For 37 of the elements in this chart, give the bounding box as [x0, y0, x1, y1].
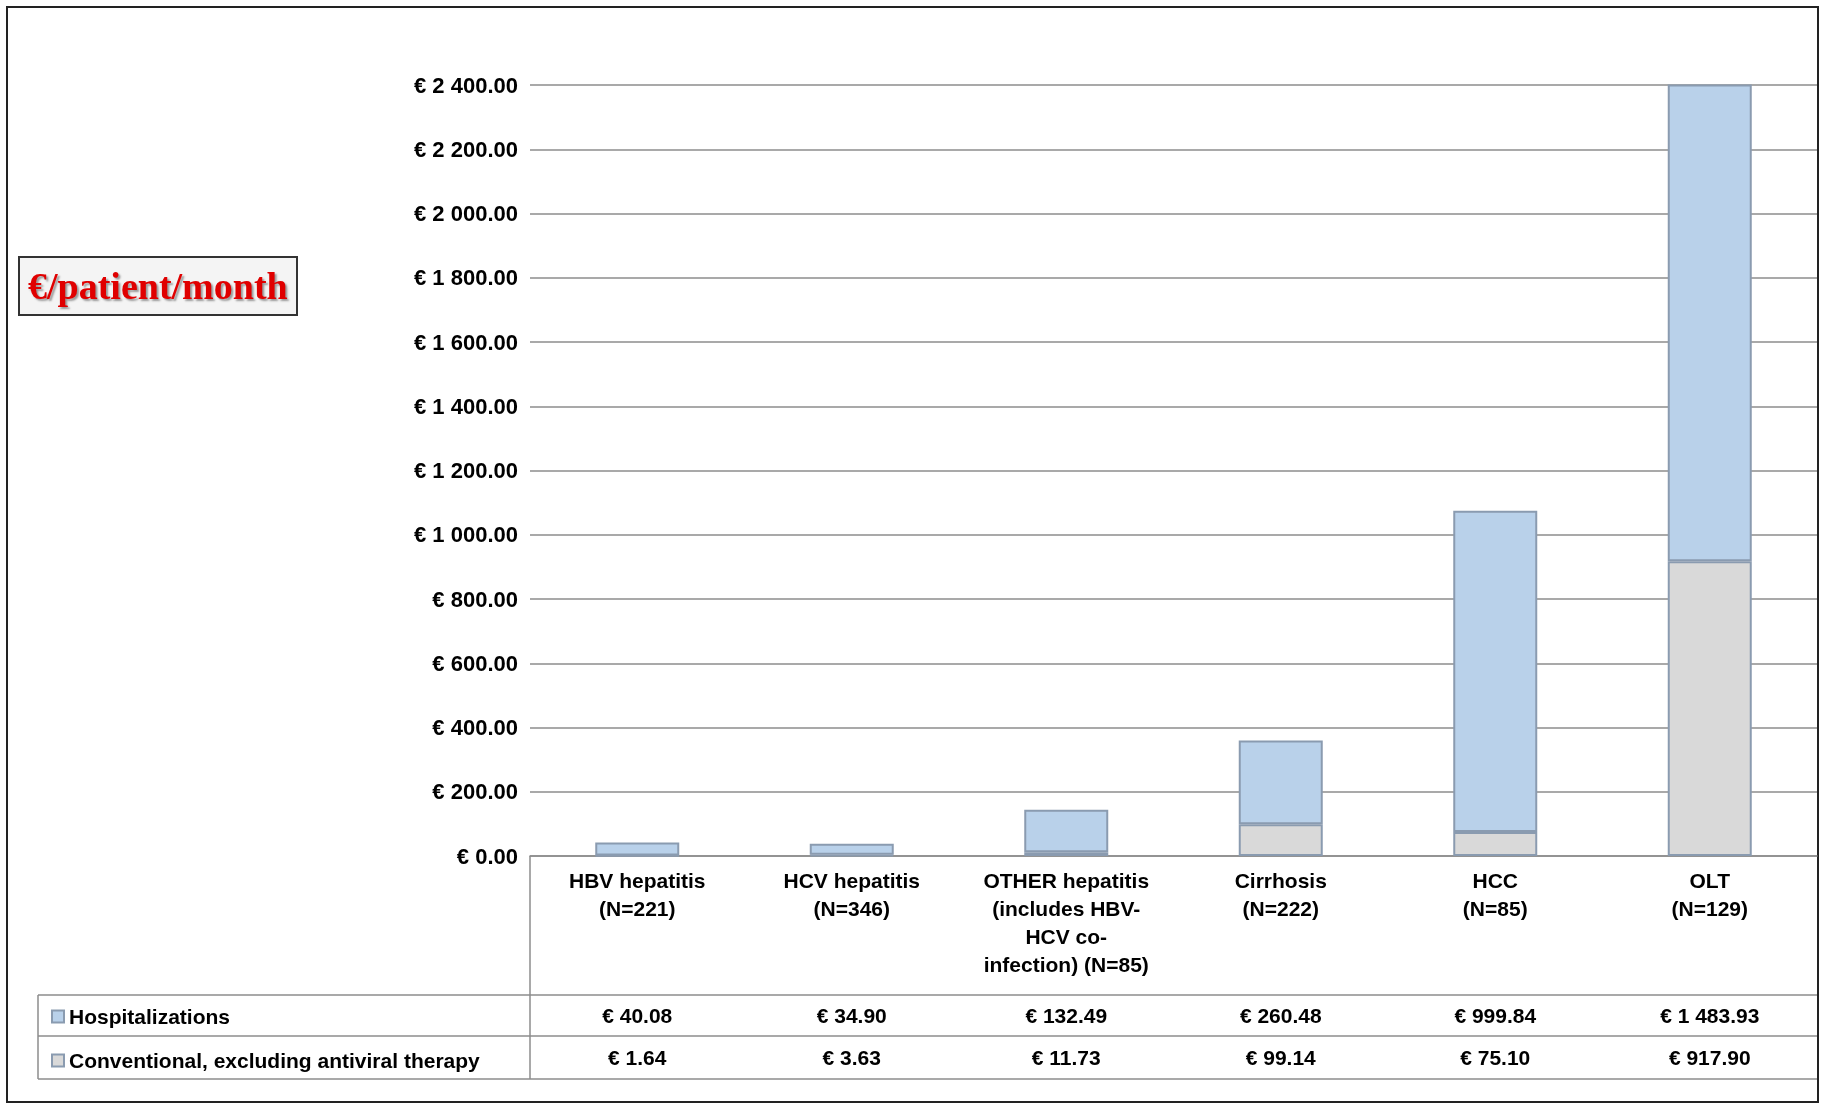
data-label: € 917.90: [1668, 1045, 1751, 1069]
data-label: € 40.08: [602, 1003, 673, 1027]
legend-label: Conventional, excluding antiviral therapy: [69, 1049, 481, 1072]
y-tick-label: € 2 200.00: [414, 136, 518, 162]
bar: [809, 843, 894, 855]
y-tick-label: € 1 600.00: [414, 329, 518, 355]
data-label: € 3.63: [822, 1045, 881, 1069]
y-tick-label: € 2 400.00: [414, 72, 518, 98]
y-tick-label: € 1 400.00: [414, 393, 518, 419]
y-tick-label: € 400.00: [432, 715, 518, 741]
y-tick-label: € 1 800.00: [414, 265, 518, 291]
legend-label: Hospitalizations: [69, 1005, 231, 1028]
x-tick-label: OTHER hepatitis (includes HBV- HCV co- infection) (N=85): [983, 868, 1150, 976]
y-tick-label: € 200.00: [432, 779, 518, 805]
data-label: € 11.73: [1031, 1045, 1101, 1069]
bar: [1024, 809, 1109, 853]
data-label: € 75.10: [1460, 1045, 1531, 1069]
y-axis-title: €/patient/month: [18, 256, 298, 316]
y-tick-label: € 1 200.00: [414, 458, 518, 484]
data-label: € 132.49: [1025, 1003, 1108, 1027]
x-tick-label: HCV hepatitis (N=346): [783, 868, 921, 920]
y-tick-label: € 2 000.00: [414, 201, 518, 227]
y-tick-label: € 0.00: [456, 843, 518, 869]
data-label: € 34.90: [816, 1003, 887, 1027]
y-tick-label: € 600.00: [432, 650, 518, 676]
data-label: € 1.64: [608, 1045, 667, 1069]
data-label: € 99.14: [1245, 1045, 1317, 1069]
data-label: € 1 483.93: [1660, 1003, 1760, 1027]
y-tick-label: € 1 000.00: [414, 522, 518, 548]
x-tick-label: HBV hepatitis (N=221): [568, 868, 706, 920]
data-label: € 999.84: [1454, 1003, 1537, 1027]
x-tick-label: OLT (N=129): [1671, 868, 1748, 920]
x-tick-label: HCC (N=85): [1462, 868, 1528, 920]
y-tick-label: € 800.00: [432, 586, 518, 612]
x-tick-label: Cirrhosis (N=222): [1234, 868, 1327, 920]
bar: [595, 842, 680, 856]
data-label: € 260.48: [1239, 1003, 1322, 1027]
